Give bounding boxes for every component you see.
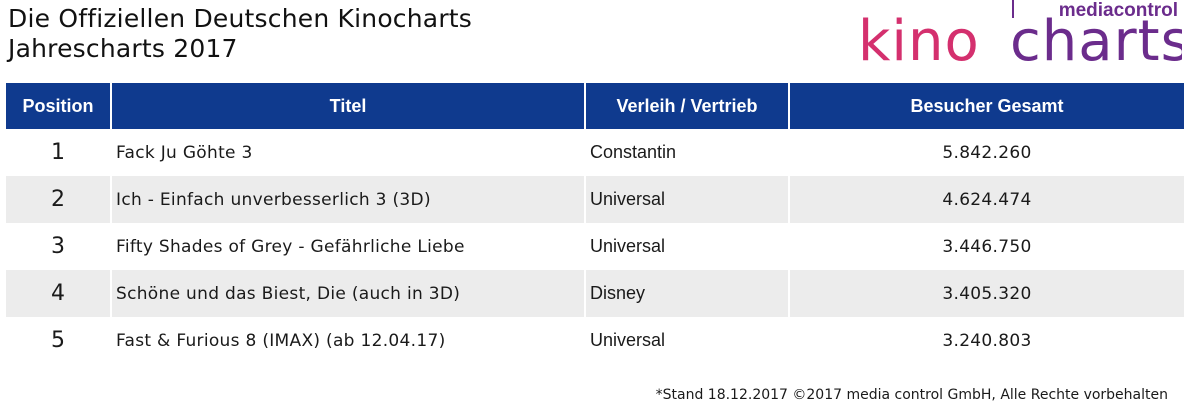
- column-header-visitors: Besucher Gesamt: [789, 83, 1184, 129]
- cell-title: Fast & Furious 8 (IMAX) (ab 12.04.17): [111, 317, 586, 364]
- copyright-footnote: *Stand 18.12.2017 ©2017 media control Gm…: [655, 387, 1168, 403]
- table-row: 1 Fack Ju Göhte 3 Constantin 5.842.260: [6, 129, 1184, 176]
- cell-position: 3: [6, 223, 112, 270]
- cell-distributor: Disney: [585, 270, 790, 317]
- page-title: Die Offiziellen Deutschen Kinocharts Jah…: [8, 4, 472, 64]
- cell-distributor: Universal: [585, 317, 790, 364]
- column-header-title: Titel: [111, 83, 586, 129]
- charts-table: Position Titel Verleih / Vertrieb Besuch…: [6, 83, 1184, 364]
- cell-distributor: Universal: [585, 223, 790, 270]
- cell-title: Ich - Einfach unverbesserlich 3 (3D): [111, 176, 586, 223]
- title-line-main: Die Offiziellen Deutschen Kinocharts: [8, 4, 473, 33]
- cell-visitors: 5.842.260: [789, 129, 1184, 176]
- cell-position: 5: [6, 317, 112, 364]
- cell-distributor: Universal: [585, 176, 790, 223]
- cell-visitors: 4.624.474: [789, 176, 1184, 223]
- cell-visitors: 3.240.803: [789, 317, 1184, 364]
- cell-visitors: 3.446.750: [789, 223, 1184, 270]
- cell-title: Fack Ju Göhte 3: [111, 129, 586, 176]
- column-header-distributor: Verleih / Vertrieb: [585, 83, 790, 129]
- logo-kino-text: kino: [858, 9, 980, 66]
- table-header-row: Position Titel Verleih / Vertrieb Besuch…: [6, 83, 1184, 129]
- cell-title: Fifty Shades of Grey - Gefährliche Liebe: [111, 223, 586, 270]
- cell-distributor: Constantin: [585, 129, 790, 176]
- table-row: 3 Fifty Shades of Grey - Gefährliche Lie…: [6, 223, 1184, 270]
- cell-position: 2: [6, 176, 112, 223]
- table-row: 4 Schöne und das Biest, Die (auch in 3D)…: [6, 270, 1184, 317]
- logo-charts-text: charts: [1010, 9, 1182, 66]
- column-header-position: Position: [6, 83, 112, 129]
- logo-separator: [1012, 0, 1014, 18]
- table-row: 5 Fast & Furious 8 (IMAX) (ab 12.04.17) …: [6, 317, 1184, 364]
- logo-mediacontrol-text: mediacontrol: [1059, 0, 1178, 21]
- cell-position: 1: [6, 129, 112, 176]
- table-row: 2 Ich - Einfach unverbesserlich 3 (3D) U…: [6, 176, 1184, 223]
- cell-visitors: 3.405.320: [789, 270, 1184, 317]
- kinocharts-logo: mediacontrol kino charts: [856, 0, 1182, 66]
- title-line-sub: Jahrescharts 2017: [8, 34, 238, 63]
- cell-position: 4: [6, 270, 112, 317]
- cell-title: Schöne und das Biest, Die (auch in 3D): [111, 270, 586, 317]
